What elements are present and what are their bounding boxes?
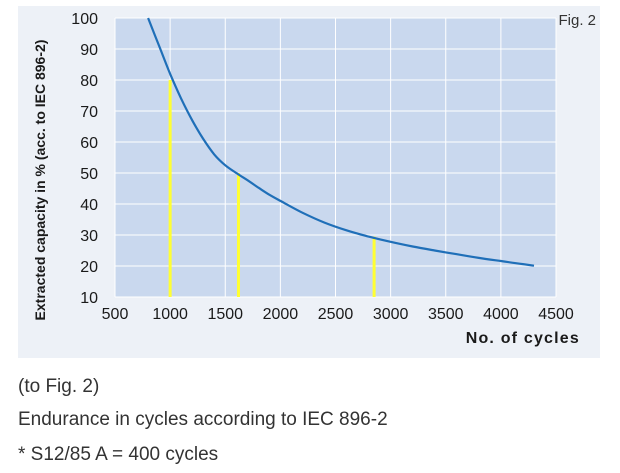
y-tick-label: 80	[80, 73, 98, 90]
x-tick-label: 500	[102, 306, 129, 323]
series-line-endurance	[147, 17, 535, 267]
x-axis-ticks: 500 1000 1500 2000 2500 3000 3500 4000 4500	[102, 306, 574, 323]
y-tick-label: 90	[80, 42, 98, 59]
endurance-chart: 100 90 80 70 60 50 40 30 20 10 500 1000 1500 2000 250…	[32, 11, 596, 347]
y-tick-label: 20	[80, 259, 98, 276]
caption-fig-ref: (to Fig. 2)	[18, 376, 100, 397]
caption-endurance: Endurance in cycles according to IEC 896…	[18, 409, 388, 430]
y-tick-label: 70	[80, 104, 98, 121]
x-tick-label: 3500	[428, 306, 464, 323]
x-tick-label: 3000	[373, 306, 409, 323]
y-tick-label: 60	[80, 135, 98, 152]
chart-panel: 100 90 80 70 60 50 40 30 20 10 500 1000 1500 2000 250…	[18, 6, 600, 358]
x-tick-label: 1000	[152, 306, 188, 323]
y-axis-label: Extracted capacity in % (acc. to IEC 896…	[32, 40, 48, 321]
x-tick-label: 4500	[538, 306, 574, 323]
figure-label: Fig. 2	[558, 12, 596, 29]
y-tick-label: 40	[80, 197, 98, 214]
x-tick-label: 4000	[483, 306, 519, 323]
grid-lines	[114, 17, 557, 298]
caption-footnote: * S12/85 A = 400 cycles	[18, 444, 219, 465]
y-tick-label: 100	[71, 11, 98, 28]
reference-lines	[168, 80, 376, 297]
x-tick-label: 2500	[318, 306, 354, 323]
x-axis-label: No. of cycles	[466, 330, 580, 347]
y-tick-label: 30	[80, 228, 98, 245]
y-tick-label: 10	[80, 290, 98, 307]
y-tick-label: 50	[80, 166, 98, 183]
x-tick-label: 1500	[207, 306, 243, 323]
y-axis-ticks: 100 90 80 70 60 50 40 30 20 10	[71, 11, 98, 307]
x-tick-label: 2000	[263, 306, 299, 323]
